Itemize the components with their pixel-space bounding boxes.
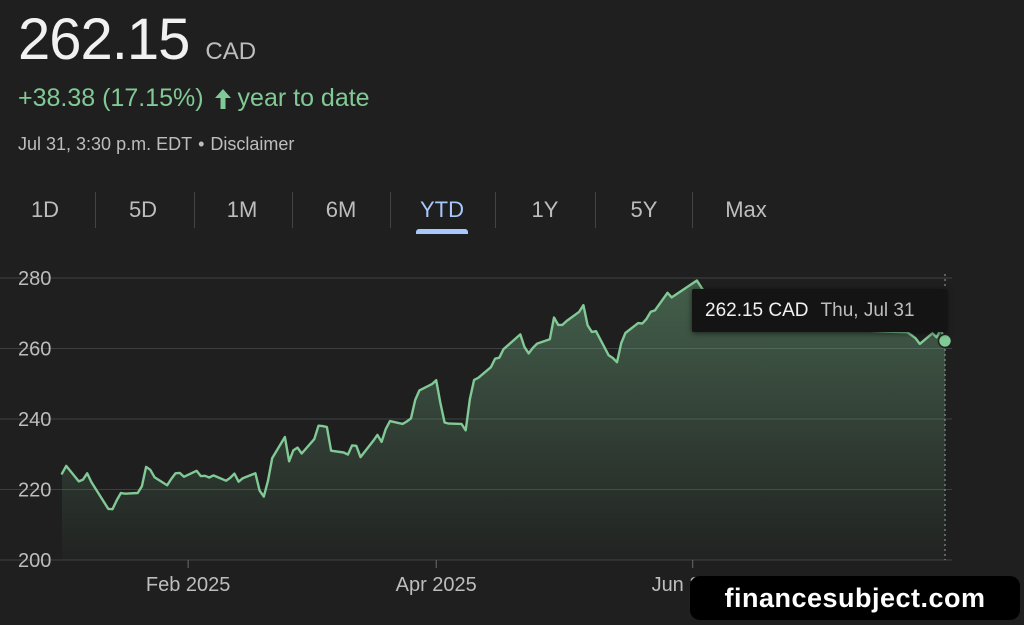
series-line (60, 279, 947, 511)
tooltip-value: 262.15 CAD (705, 300, 809, 321)
quote-meta: Jul 31, 3:30 p.m. EDT • Disclaimer (18, 134, 294, 155)
price-tooltip: 262.15 CAD Thu, Jul 31 (692, 289, 947, 332)
change-summary: +38.38 (17.15%) year to date (18, 84, 370, 113)
tab-5d[interactable]: 5D (128, 197, 158, 222)
arrow-up-icon (214, 88, 231, 109)
y-tick-label-220: 220 (18, 480, 51, 502)
disclaimer-link[interactable]: Disclaimer (210, 134, 295, 154)
series-area (62, 280, 945, 560)
tab-divider (95, 192, 96, 228)
tab-1y[interactable]: 1Y (531, 197, 559, 222)
range-tabs: 1D 5D 1M 6M YTD 1Y 5Y Max (0, 190, 800, 236)
hover-marker (937, 333, 953, 349)
tab-5y[interactable]: 5Y (630, 197, 658, 222)
tooltip-date: Thu, Jul 31 (820, 300, 915, 321)
tab-divider (595, 192, 596, 228)
y-tick-label-200: 200 (18, 550, 51, 572)
tab-1m[interactable]: 1M (226, 197, 258, 222)
tab-ytd[interactable]: YTD (397, 190, 487, 234)
tab-divider (292, 192, 293, 228)
change-period: year to date (237, 84, 370, 112)
tab-divider (495, 192, 496, 228)
x-tick-label: Feb 2025 (146, 574, 231, 596)
tab-divider (194, 192, 195, 228)
y-tick-label-260: 260 (18, 339, 51, 361)
current-price: 262.15 (18, 7, 190, 72)
y-tick-label-240: 240 (18, 409, 51, 431)
quote-timestamp: Jul 31, 3:30 p.m. EDT (18, 134, 193, 154)
tab-divider (692, 192, 693, 228)
tab-divider (390, 192, 391, 228)
price-change: +38.38 (17.15%) (18, 84, 204, 112)
tab-6m[interactable]: 6M (325, 197, 357, 222)
x-tick-label: Apr 2025 (396, 574, 477, 596)
meta-separator: • (198, 134, 205, 154)
watermark: financesubject.com (690, 576, 1020, 620)
tab-max[interactable]: Max (725, 197, 767, 222)
currency-label: CAD (205, 38, 257, 65)
quote-header: 262.15 CAD (18, 6, 256, 73)
tab-1d[interactable]: 1D (30, 197, 60, 222)
y-tick-label-280: 280 (18, 268, 51, 290)
